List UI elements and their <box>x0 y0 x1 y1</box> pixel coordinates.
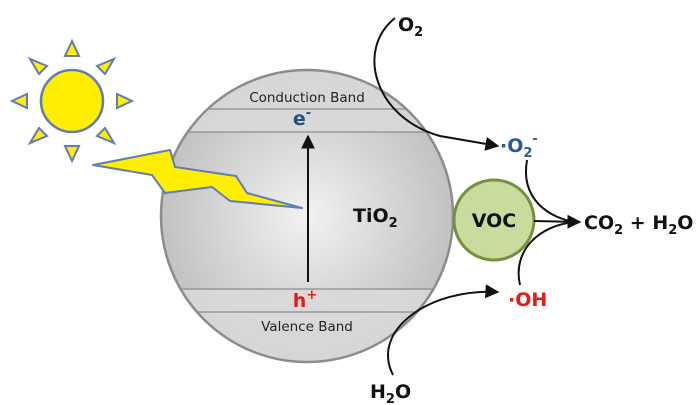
oxygen-label: O2 <box>398 14 423 40</box>
oxygen-reduction-arrow <box>373 17 500 151</box>
voc-molecule: VOC <box>452 178 536 262</box>
lightning-bolt-icon <box>92 149 303 209</box>
voc-circle <box>452 178 536 262</box>
valence-band-label: Valence Band <box>261 319 353 335</box>
superoxide-label: ·O2- <box>500 132 538 161</box>
sun-icon <box>9 38 135 164</box>
voc-label: VOC <box>472 210 516 232</box>
electron-label: e- <box>293 106 311 130</box>
sun-disc <box>39 68 105 134</box>
water-label: H2O <box>370 381 411 405</box>
hydroxyl-label: ·OH <box>508 289 547 311</box>
water-oxidation-arrow <box>387 284 500 376</box>
superoxide-to-products-arrow <box>524 159 576 223</box>
tio2-label: TiO2 <box>353 205 398 231</box>
conduction-band-label: Conduction Band <box>249 90 365 106</box>
voc-to-products-arrow <box>533 214 582 229</box>
tio2-particle: Conduction Band Valence Band e- h+ TiO2 <box>159 68 455 364</box>
hole-label: h+ <box>293 288 317 312</box>
sun-rays <box>9 38 135 164</box>
hydroxyl-to-products-arrow <box>517 221 576 286</box>
products-label: CO2 + H2O <box>584 212 693 238</box>
